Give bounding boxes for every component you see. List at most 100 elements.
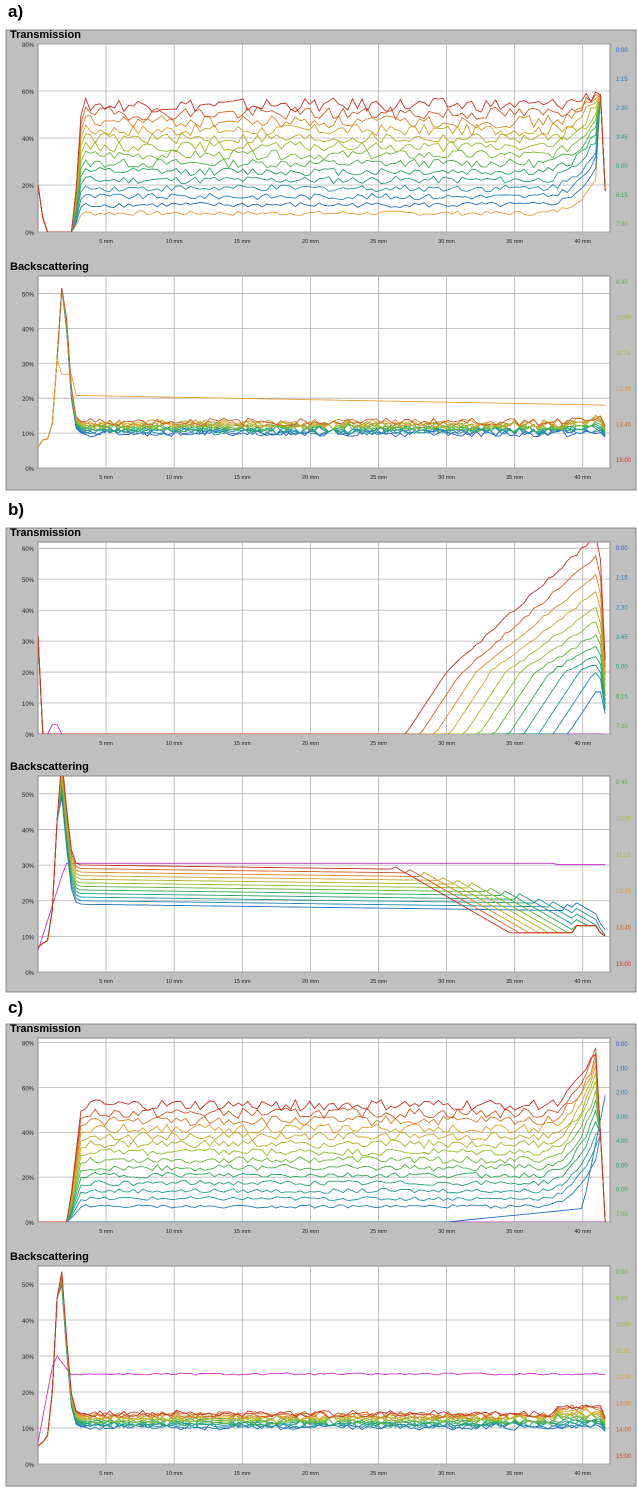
legend-label: 12:30 bbox=[616, 889, 632, 895]
series-line bbox=[38, 358, 606, 448]
series-line bbox=[38, 1052, 606, 1222]
plot-area bbox=[37, 275, 611, 469]
y-tick-label: 60% bbox=[22, 1086, 35, 1092]
x-tick-label: 15 mm bbox=[234, 741, 251, 747]
series-line bbox=[38, 789, 606, 948]
chart-title: Transmission bbox=[10, 1023, 81, 1035]
legend-label: 10:00 bbox=[616, 316, 632, 322]
y-tick-label: 10% bbox=[22, 935, 35, 941]
x-tick-label: 5 mm bbox=[99, 1229, 113, 1235]
y-tick-label: 50% bbox=[22, 292, 35, 298]
y-tick-label: 40% bbox=[22, 327, 35, 333]
series-line bbox=[38, 1134, 606, 1222]
x-tick-label: 20 mm bbox=[302, 979, 319, 985]
legend-label: 2:30 bbox=[616, 605, 628, 611]
series-line bbox=[38, 606, 606, 734]
legend-label: 10:00 bbox=[616, 816, 632, 822]
x-tick-label: 15 mm bbox=[234, 475, 251, 481]
legend-label: 9:00 bbox=[616, 1296, 628, 1302]
chart-title: Backscattering bbox=[10, 1251, 89, 1263]
series-line bbox=[38, 1108, 606, 1222]
legend-label: 1:15 bbox=[616, 576, 628, 582]
legend-label: 15:00 bbox=[616, 962, 632, 968]
series-line bbox=[38, 621, 606, 734]
series-line bbox=[38, 776, 606, 948]
plot-area bbox=[37, 541, 611, 735]
series-line bbox=[38, 94, 606, 232]
chart-0: Transmission 5 mm 10 mm 15 mm 20 mm 25 mm 30 m… bbox=[10, 29, 628, 245]
series-line bbox=[38, 776, 606, 948]
series-line bbox=[38, 1120, 606, 1222]
legend-label: 12:00 bbox=[616, 1375, 632, 1381]
x-tick-label: 40 mm bbox=[574, 1229, 591, 1235]
x-tick-label: 25 mm bbox=[370, 741, 387, 747]
x-tick-label: 40 mm bbox=[574, 741, 591, 747]
y-tick-label: 30% bbox=[22, 640, 35, 646]
x-tick-label: 30 mm bbox=[438, 1471, 455, 1477]
series-line bbox=[38, 862, 606, 951]
y-tick-label: 40% bbox=[22, 1131, 35, 1137]
legend-label: 5:00 bbox=[616, 164, 628, 170]
chart-3: Backscattering 5 mm 10 mm 15 mm 20 mm 25 mm 30… bbox=[10, 761, 632, 985]
y-tick-label: 40% bbox=[22, 137, 35, 143]
y-tick-label: 20% bbox=[22, 1391, 35, 1397]
legend-label: 3:45 bbox=[616, 135, 628, 141]
plot-area bbox=[37, 1037, 611, 1223]
legend-label: 1:15 bbox=[616, 77, 628, 83]
series-line bbox=[38, 779, 606, 948]
legend-label: 10:00 bbox=[616, 1323, 632, 1329]
x-tick-label: 15 mm bbox=[234, 239, 251, 245]
x-tick-label: 30 mm bbox=[438, 475, 455, 481]
y-tick-label: 20% bbox=[22, 671, 35, 677]
series-line bbox=[38, 776, 606, 948]
series-line bbox=[38, 1134, 606, 1222]
y-tick-label: 0% bbox=[25, 733, 34, 739]
legend-label: 8:45 bbox=[616, 780, 628, 786]
y-tick-label: 20% bbox=[22, 900, 35, 906]
x-tick-label: 10 mm bbox=[166, 1229, 183, 1235]
series-line bbox=[38, 1095, 606, 1222]
x-tick-label: 5 mm bbox=[99, 1471, 113, 1477]
series-line bbox=[38, 573, 606, 734]
legend-label: 13:45 bbox=[616, 926, 632, 932]
x-tick-label: 20 mm bbox=[302, 1471, 319, 1477]
x-tick-label: 20 mm bbox=[302, 1229, 319, 1235]
x-tick-label: 30 mm bbox=[438, 979, 455, 985]
legend-label: 0:00 bbox=[616, 546, 628, 552]
series-line bbox=[38, 793, 606, 948]
series-line bbox=[38, 1271, 606, 1447]
x-tick-label: 35 mm bbox=[506, 475, 523, 481]
legend-label: 3:45 bbox=[616, 635, 628, 641]
legend-label: 0:00 bbox=[616, 48, 628, 54]
legend-label: 2:00 bbox=[616, 1091, 628, 1097]
series-line bbox=[38, 94, 606, 232]
legend-label: 12:30 bbox=[616, 387, 632, 393]
series-line bbox=[38, 94, 606, 232]
figure-label-b: b) bbox=[8, 500, 25, 519]
series-line bbox=[38, 590, 606, 734]
x-tick-label: 20 mm bbox=[302, 475, 319, 481]
legend-label: 5:00 bbox=[616, 1163, 628, 1169]
legend-label: 5:00 bbox=[616, 665, 628, 671]
x-tick-label: 10 mm bbox=[166, 979, 183, 985]
series-line bbox=[38, 554, 606, 734]
x-tick-label: 15 mm bbox=[234, 1229, 251, 1235]
chart-title: Transmission bbox=[10, 527, 81, 539]
figure-label-a: a) bbox=[8, 2, 24, 21]
x-tick-label: 25 mm bbox=[370, 1471, 387, 1477]
y-tick-label: 60% bbox=[22, 90, 35, 96]
series-line bbox=[38, 1279, 606, 1447]
series-line bbox=[38, 94, 606, 232]
series-line bbox=[38, 94, 606, 232]
series-line bbox=[38, 786, 606, 948]
x-tick-label: 25 mm bbox=[370, 239, 387, 245]
series-line bbox=[38, 1047, 606, 1222]
y-tick-label: 20% bbox=[22, 184, 35, 190]
x-tick-label: 35 mm bbox=[506, 741, 523, 747]
y-tick-label: 0% bbox=[25, 231, 34, 237]
y-tick-label: 80% bbox=[22, 1041, 35, 1047]
x-tick-label: 40 mm bbox=[574, 979, 591, 985]
legend-label: 0:00 bbox=[616, 1042, 628, 1048]
legend-label: 13:00 bbox=[616, 1401, 632, 1407]
